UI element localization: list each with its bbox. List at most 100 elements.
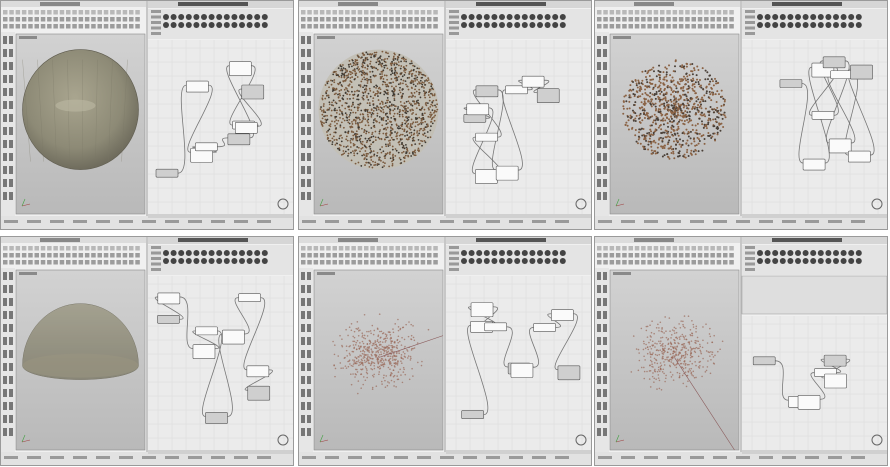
toolbar-icon [307,17,312,22]
toolbar-icon [110,253,115,258]
point [374,52,376,54]
point [416,76,418,78]
point [675,328,677,330]
point [348,119,350,121]
point [387,122,389,124]
point [362,54,364,56]
point [380,55,382,57]
gh-tool-icon [484,22,490,28]
point [706,350,708,352]
point [400,360,402,362]
point [395,136,397,138]
toolbar-icon [104,10,109,15]
toolbar-icon [98,17,103,22]
point [384,67,386,69]
point [418,68,420,70]
gh-tool-icon [848,14,854,20]
point [713,108,715,110]
point [695,81,697,83]
toolbar-icon [647,260,652,265]
point [410,356,412,358]
point [381,63,383,65]
gh-tool-icon [780,258,786,264]
point [360,110,362,112]
toolbar-icon [597,24,602,29]
point [416,117,418,119]
toolbar-icon [389,17,394,22]
point [641,119,643,121]
point [385,123,387,125]
toolbar-icon [433,17,438,22]
point [352,62,354,64]
point [373,376,375,378]
point [668,139,670,141]
point [377,328,379,330]
point [650,335,652,337]
gh-menu-item [745,10,755,13]
point [362,357,364,359]
point [411,119,413,121]
point [653,132,655,134]
point [390,121,392,123]
point [406,117,408,119]
toolbar-icon [22,260,27,265]
point [693,83,695,85]
point [718,93,720,95]
tool-icon [597,350,601,358]
point [650,339,652,341]
point [675,138,677,140]
gh-tool-icon [545,22,551,28]
point [370,159,372,161]
point [364,362,366,364]
point [432,122,434,124]
point [428,79,430,81]
point [652,93,654,95]
gh-tool-icon [491,250,497,256]
point [659,93,661,95]
point [373,104,375,106]
point [683,368,685,370]
point [686,88,688,90]
gh-component [195,327,217,335]
point [635,129,637,131]
point [410,359,412,361]
point [627,116,629,118]
point [357,90,359,92]
point [408,77,410,79]
point [701,135,703,137]
toolbar-icon [723,260,728,265]
point [377,339,379,341]
tool-icon [307,36,311,44]
point [402,382,404,384]
point [692,73,694,75]
point [367,153,369,155]
gh-component [157,315,179,323]
point [335,73,337,75]
point [406,148,408,150]
point [394,346,396,348]
point [369,146,371,148]
gh-tool-icon [239,258,245,264]
point [424,84,426,86]
toolbar-icon [351,24,356,29]
point [365,59,367,61]
point [674,332,676,334]
point [387,145,389,147]
point [398,83,400,85]
point [660,82,662,84]
point [643,367,645,369]
point [651,99,653,101]
point [411,134,413,136]
point [656,327,658,329]
tool-icon [3,62,7,70]
point [391,86,393,88]
gh-component [476,133,498,141]
point [649,135,651,137]
point [683,336,685,338]
point [400,101,402,103]
toolbar-icon [91,260,96,265]
point [712,80,714,82]
gh-tool-icon [803,258,809,264]
point [366,331,368,333]
tool-icon [301,363,305,371]
